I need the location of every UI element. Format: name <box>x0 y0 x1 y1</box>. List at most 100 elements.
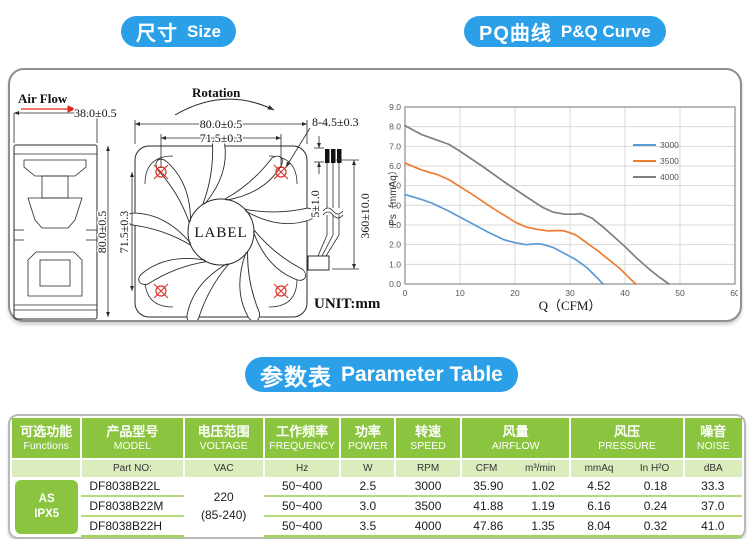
subheader-functions <box>12 459 83 477</box>
frequency-cell: 50~400 <box>263 516 341 538</box>
pq-curve-chart: 0 10 20 30 40 50 60 0.0 1.0 2.0 3.0 4.0 5.0 6.0 7.0 8.0… <box>388 102 738 313</box>
dim-hole-span-h: 71.5±0.3 <box>200 131 243 145</box>
x-tick-label: 10 <box>455 288 465 298</box>
fan-front-view: LABEL <box>125 135 316 320</box>
model-cell: DF8038B22H <box>81 516 184 538</box>
x-tick-label: 20 <box>510 288 520 298</box>
y-tick-label: 2.0 <box>389 240 401 250</box>
header-model: 产品型号 MODEL <box>81 418 185 460</box>
y-tick-label: 1.0 <box>389 259 401 269</box>
mounting-hole-icon <box>273 283 289 299</box>
table-subheader-row: Part NO: VAC Hz W RPM CFM m³/min mmAq In H… <box>12 459 742 477</box>
header-functions: 可选功能 Functions <box>12 418 83 460</box>
dim-depth: 38.0±0.5 <box>74 106 117 120</box>
dim-width: 80.0±0.5 <box>200 117 243 131</box>
voltage-cell: 220 (85-240) <box>201 490 247 522</box>
header-power: 功率 POWER <box>340 418 397 460</box>
frequency-cell: 50~400 <box>263 496 341 517</box>
subheader-dba: dBA <box>683 459 742 477</box>
x-tick-label: 30 <box>565 288 575 298</box>
param-badge-en: Parameter Table <box>341 362 503 386</box>
series-line-3000 <box>404 193 604 285</box>
y-tick-label: 8.0 <box>389 122 401 132</box>
parameter-table-badge: 参数表 Parameter Table <box>245 357 518 392</box>
airflow-m3-cell: 1.35 <box>515 516 571 538</box>
size-section-badge: 尺寸 Size <box>121 16 237 47</box>
parameter-table: 可选功能 Functions 产品型号 MODEL 电压范围 VOLTAGE 工作频率… <box>8 414 746 539</box>
airflow-m3-cell: 1.02 <box>515 477 571 497</box>
functions-cell: AS IPX5 <box>12 477 81 537</box>
dim-holes: 8-4.5±0.3 <box>312 115 359 129</box>
subheader-w: W <box>340 459 397 477</box>
subheader-airflow-units: CFM m³/min <box>460 459 572 477</box>
header-frequency: 工作频率 FREQUENCY <box>263 418 342 460</box>
mounting-hole-icon <box>153 283 169 299</box>
spec-panel: Air Flow Rotation 38.0±0.5 <box>8 68 742 322</box>
wire-leads <box>307 149 344 271</box>
air-flow-label: Air Flow <box>18 91 68 106</box>
model-cell: DF8038B22L <box>81 477 184 497</box>
pq-badge-en: P&Q Curve <box>560 21 651 41</box>
power-cell: 2.5 <box>340 477 396 497</box>
table-row: DF8038B22M 50~400 3.0 3500 41.88 1.19 6.… <box>12 496 742 517</box>
dim-wire-length: 360±10.0 <box>358 193 372 239</box>
fan-side-view <box>13 144 98 320</box>
size-badge-zh: 尺寸 <box>136 23 178 45</box>
header-airflow: 风量 AIRFLOW <box>460 418 572 460</box>
subheader-partno: Part NO: <box>81 459 185 477</box>
y-tick-label: 0.0 <box>389 279 401 289</box>
pq-badge-zh: PQ曲线 <box>479 23 552 45</box>
pressure-mmaq-cell: 4.52 <box>570 477 628 497</box>
rotation-arrow <box>174 98 275 116</box>
airflow-cfm-cell: 47.86 <box>460 516 516 538</box>
noise-cell: 41.0 <box>683 516 742 538</box>
x-tick-label: 50 <box>675 288 685 298</box>
frequency-cell: 50~400 <box>263 477 341 497</box>
subheader-pressure-units: mmAq In H²O <box>570 459 685 477</box>
plot-border <box>404 106 736 285</box>
table-row: DF8038B22H 50~400 3.5 4000 47.86 1.35 8.… <box>12 516 742 538</box>
fan-dimension-drawing: Air Flow Rotation 38.0±0.5 <box>13 85 381 320</box>
dim-height: 80.0±0.5 <box>95 211 109 254</box>
as-ipx5-chip: AS IPX5 <box>15 480 79 534</box>
model-cell: DF8038B22M <box>81 496 184 517</box>
airflow-cfm-cell: 41.88 <box>460 496 516 517</box>
subheader-rpm: RPM <box>395 459 462 477</box>
pressure-mmaq-cell: 8.04 <box>570 516 628 538</box>
header-pressure: 风压 PRESSURE <box>570 418 685 460</box>
subheader-vac: VAC <box>183 459 265 477</box>
y-tick-label: 4.0 <box>389 200 401 210</box>
x-tick-label: 40 <box>620 288 630 298</box>
legend-label-3500: 3500 <box>660 156 679 166</box>
size-badge-en: Size <box>187 21 222 41</box>
series-line-3500 <box>404 162 637 285</box>
unit-label: UNIT:mm <box>314 296 381 312</box>
airflow-m3-cell: 1.19 <box>515 496 571 517</box>
pressure-mmaq-cell: 6.16 <box>570 496 628 517</box>
legend-label-4000: 4000 <box>660 172 679 182</box>
pressure-inh2o-cell: 0.24 <box>627 496 684 517</box>
power-cell: 3.0 <box>340 496 396 517</box>
header-speed: 转速 SPEED <box>395 418 462 460</box>
x-tick-label: 0 <box>403 288 408 298</box>
header-voltage: 电压范围 VOLTAGE <box>183 418 265 460</box>
y-axis-label: Ps（mmAq） <box>388 165 399 226</box>
y-tick-label: 5.0 <box>389 181 401 191</box>
noise-cell: 33.3 <box>683 477 742 497</box>
dim-wire-tip: 5±1.0 <box>308 190 322 218</box>
y-tick-label: 9.0 <box>389 102 401 112</box>
pressure-inh2o-cell: 0.18 <box>627 477 684 497</box>
pq-curve-section-badge: PQ曲线 P&Q Curve <box>464 16 666 47</box>
airflow-cfm-cell: 35.90 <box>460 477 516 497</box>
fan-center-label: LABEL <box>194 225 247 241</box>
header-noise: 噪音 NOISE <box>683 418 742 460</box>
mounting-holes <box>153 164 289 299</box>
legend-label-3000: 3000 <box>660 140 679 150</box>
speed-cell: 3500 <box>395 496 461 517</box>
subheader-hz: Hz <box>263 459 342 477</box>
noise-cell: 37.0 <box>683 496 742 517</box>
table-row: AS IPX5 DF8038B22L 220 (85-240) 50~400 2.5… <box>12 477 742 534</box>
y-tick-label: 3.0 <box>389 220 401 230</box>
param-badge-zh: 参数表 <box>260 363 332 390</box>
